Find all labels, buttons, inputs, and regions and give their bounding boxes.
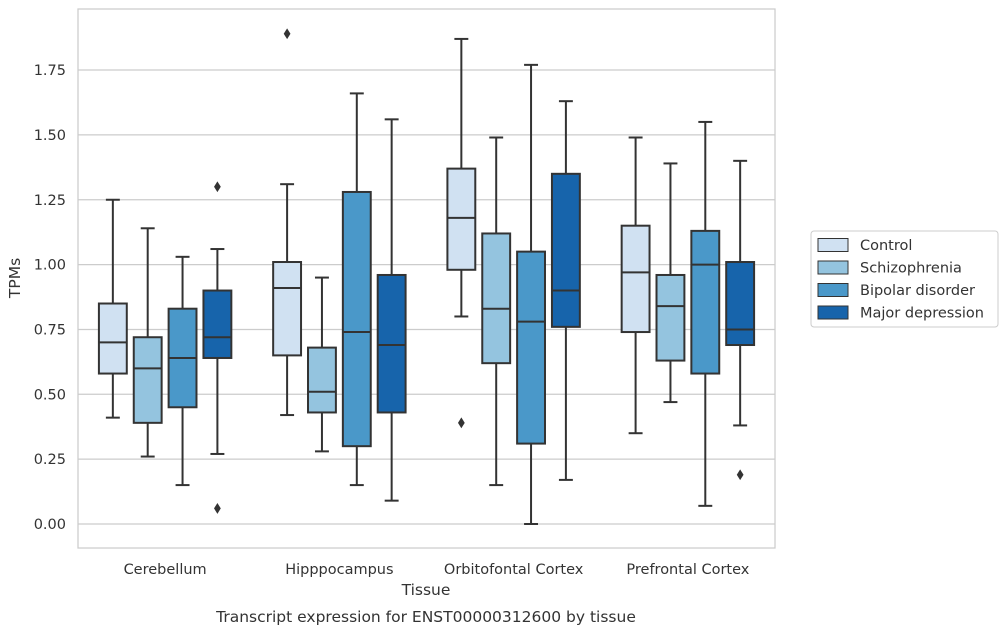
- iqr-box: [446, 167, 477, 271]
- outlier-point: [736, 469, 744, 481]
- box-schizophrenia: [307, 276, 337, 453]
- iqr-box: [376, 273, 407, 414]
- box-control: [97, 198, 128, 419]
- box-control: [446, 37, 477, 429]
- box-control: [620, 136, 651, 435]
- y-tick-label: 0.00: [34, 517, 66, 533]
- legend-swatch: [817, 260, 849, 275]
- y-axis-label: TPMs: [6, 258, 24, 299]
- box-major-depression: [550, 100, 581, 481]
- box-bipolar-disorder: [167, 255, 198, 487]
- legend-label: Bipolar disorder: [860, 283, 975, 299]
- box-major-depression: [376, 118, 407, 502]
- iqr-box: [655, 273, 686, 362]
- y-tick-label: 0.50: [34, 387, 66, 403]
- outlier-point: [214, 503, 221, 514]
- box-schizophrenia: [132, 227, 163, 458]
- outlier-point: [457, 417, 465, 429]
- x-tick-label: Hipppocampus: [285, 562, 393, 578]
- legend-swatch: [817, 283, 849, 297]
- iqr-box: [481, 232, 512, 365]
- iqr-box: [272, 261, 303, 357]
- plot-frame: [77, 8, 776, 549]
- iqr-box: [725, 261, 756, 347]
- x-tick-label: Cerebellum: [124, 562, 207, 578]
- legend-label: Schizophrenia: [860, 261, 962, 277]
- box-schizophrenia: [481, 136, 512, 487]
- legend-label: Control: [860, 238, 912, 254]
- box-schizophrenia: [655, 162, 686, 404]
- x-axis-label: Tissue: [401, 581, 451, 599]
- iqr-box: [620, 224, 651, 334]
- iqr-box: [202, 289, 233, 359]
- box-major-depression: [202, 181, 233, 514]
- y-tick-label: 1.50: [34, 128, 66, 144]
- iqr-box: [516, 250, 546, 445]
- iqr-box: [690, 229, 721, 375]
- y-tick-label: 0.25: [34, 452, 66, 468]
- x-tick-label: Prefrontal Cortex: [626, 562, 749, 578]
- box-series: [97, 28, 756, 525]
- box-bipolar-disorder: [341, 92, 372, 487]
- legend-swatch: [817, 238, 849, 252]
- outlier-point: [283, 28, 291, 40]
- outlier-point: [214, 181, 221, 193]
- legend-frame: [810, 230, 999, 328]
- box-bipolar-disorder: [516, 63, 546, 525]
- y-tick-labels: 0.00 0.25 0.50 0.75 1.00 1.25 1.50 1.75: [34, 63, 66, 533]
- box-bipolar-disorder: [690, 120, 721, 507]
- iqr-box: [550, 172, 581, 328]
- y-tick-label: 1.00: [34, 258, 66, 274]
- x-tick-label: Orbitofontal Cortex: [444, 562, 584, 578]
- iqr-box: [341, 190, 372, 448]
- legend-label: Major depression: [860, 306, 984, 322]
- legend: Control Schizophrenia Bipolar disorder Majo…: [810, 230, 999, 328]
- x-tick-labels: Cerebellum Hipppocampus Orbitofontal Corte…: [124, 562, 750, 578]
- box-major-depression: [725, 159, 756, 481]
- y-tick-label: 0.75: [34, 322, 66, 338]
- box-control: [272, 28, 303, 417]
- y-tick-label: 1.25: [34, 193, 66, 209]
- legend-swatch: [817, 305, 849, 320]
- iqr-box: [97, 302, 128, 375]
- figure-caption: Transcript expression for ENST0000031260…: [215, 608, 636, 626]
- y-tick-label: 1.75: [34, 63, 66, 79]
- iqr-box: [307, 346, 337, 414]
- iqr-box: [132, 336, 163, 424]
